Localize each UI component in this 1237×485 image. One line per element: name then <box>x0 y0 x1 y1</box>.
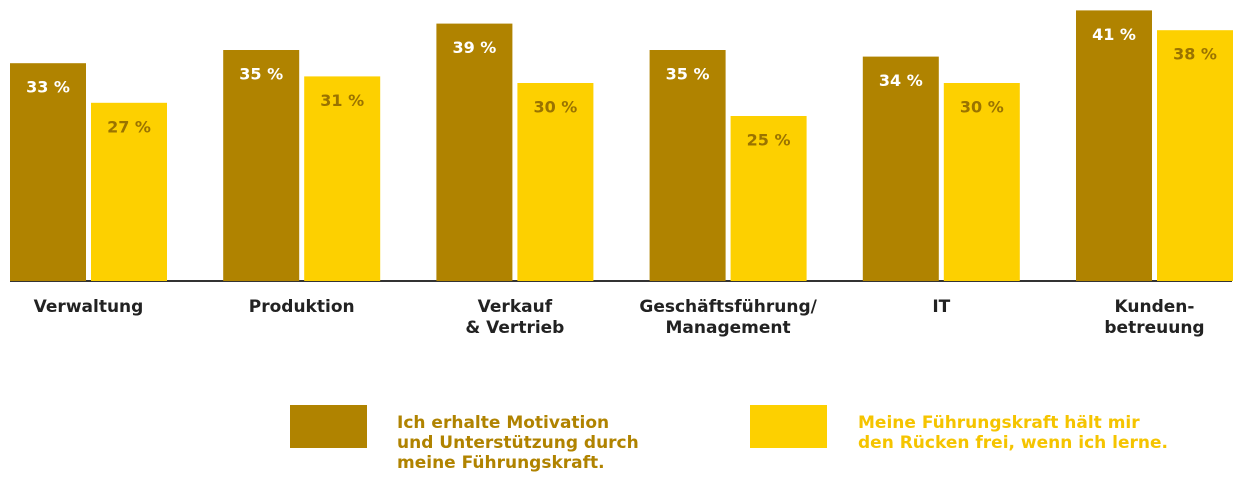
legend-swatch <box>290 405 367 448</box>
bar <box>862 56 939 281</box>
bar <box>943 83 1020 281</box>
value-label: 34 % <box>879 71 923 90</box>
bar <box>304 76 381 282</box>
legend-label: Ich erhalte Motivation und Unterstützung… <box>397 413 639 473</box>
x-tick-label: Produktion <box>248 297 355 317</box>
bar <box>436 23 513 281</box>
value-label: 35 % <box>239 65 283 84</box>
x-tick-label: Verkauf & Vertrieb <box>465 297 565 338</box>
legend-label: Meine Führungskraft hält mir den Rücken … <box>858 413 1169 453</box>
legend-swatch <box>750 405 827 448</box>
x-tick-label: IT <box>932 297 951 317</box>
bar <box>1076 10 1152 282</box>
bar <box>649 50 726 281</box>
value-label: 33 % <box>26 78 70 97</box>
bar <box>1157 30 1233 282</box>
value-label: 25 % <box>747 131 791 150</box>
bar <box>223 50 300 281</box>
value-label: 41 % <box>1092 25 1136 44</box>
bar <box>91 102 167 281</box>
value-label: 31 % <box>320 91 364 110</box>
x-tick-label: Geschäftsführung/ Management <box>639 297 817 338</box>
value-label: 35 % <box>666 65 710 84</box>
bar <box>730 116 807 281</box>
bar <box>517 83 594 281</box>
value-label: 38 % <box>1173 45 1217 64</box>
value-label: 39 % <box>452 38 496 57</box>
x-tick-label: Verwaltung <box>33 297 144 317</box>
value-label: 30 % <box>533 98 577 117</box>
value-label: 27 % <box>107 117 151 136</box>
x-tick-label: Kunden- betreuung <box>1104 297 1205 338</box>
value-label: 30 % <box>960 98 1004 117</box>
bar <box>10 63 86 282</box>
